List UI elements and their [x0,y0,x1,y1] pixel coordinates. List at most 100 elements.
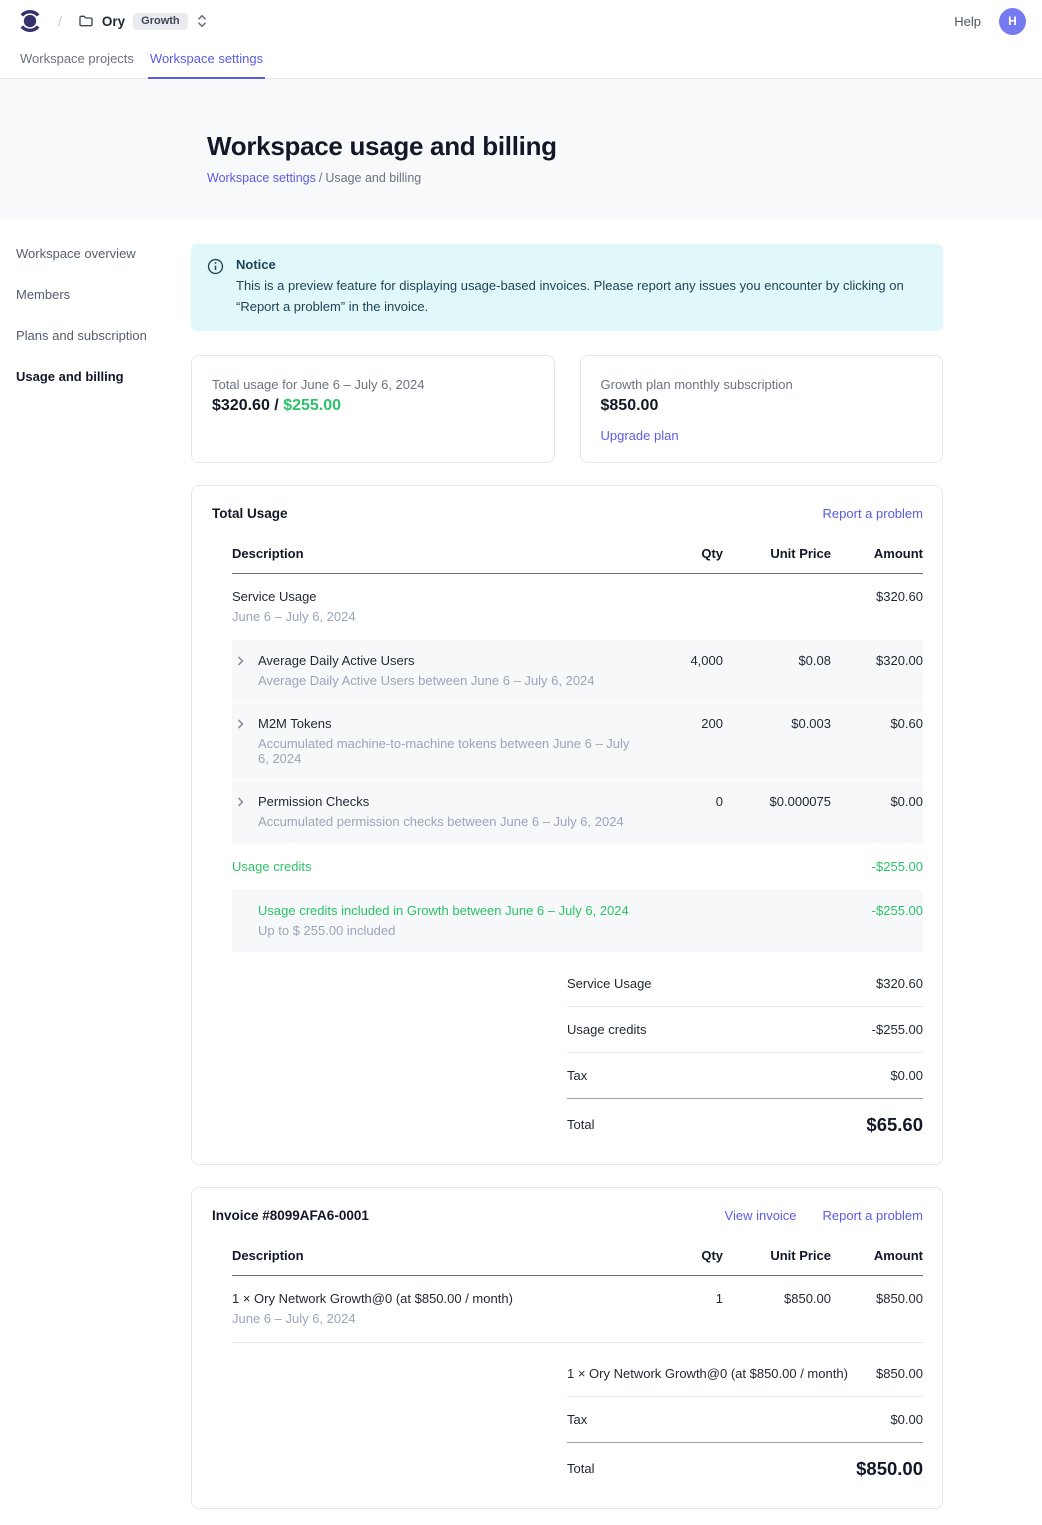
col-description: Description [232,545,304,561]
summary-label: 1 × Ory Network Growth@0 (at $850.00 / m… [567,1365,848,1381]
usage-credit-amount: $255.00 [283,396,342,414]
row-unit-price: $850.00 [784,1290,831,1306]
upgrade-plan-link[interactable]: Upgrade plan [600,427,679,443]
usage-report-problem-link[interactable]: Report a problem [822,505,923,521]
billing-summary-cards: Total usage for June 6 – July 6, 2024 $3… [191,354,943,463]
expand-chevron-icon[interactable] [232,653,258,667]
tab-workspace-settings[interactable]: Workspace settings [147,42,266,79]
usage-panel-title: Total Usage [212,505,288,521]
usage-summary: Service Usage $320.60 Usage credits -$25… [567,961,923,1140]
summary-label: Tax [567,1411,588,1427]
summary-value: $850.00 [876,1365,923,1381]
summary-row-tax: Tax $0.00 [567,1397,923,1443]
workspace-switcher[interactable]: Ory Growth [78,12,208,30]
total-usage-card-value: $320.60 / $255.00 [212,397,534,415]
summary-label: Service Usage [567,975,652,991]
col-amount: Amount [873,545,923,561]
breadcrumb-link-workspace-settings[interactable]: Workspace settings [207,171,316,185]
main-content: Notice This is a preview feature for dis… [191,219,943,1525]
summary-value: -$255.00 [871,1021,923,1037]
row-unit-price: $0.08 [798,652,831,668]
row-qty: 0 [715,793,723,809]
page-header: Workspace usage and billing Workspace se… [0,79,1042,219]
col-unit-price: Unit Price [770,1247,831,1263]
row-amount: -$255.00 [871,902,923,918]
expand-chevron-icon[interactable] [232,794,258,808]
row-subtitle: June 6 – July 6, 2024 [232,608,356,624]
summary-value: $0.00 [890,1411,923,1427]
ory-logo-icon [20,10,40,32]
workspace-tabs: Workspace projects Workspace settings [0,42,1042,79]
summary-row-subscription: 1 × Ory Network Growth@0 (at $850.00 / m… [567,1351,923,1397]
summary-value: $320.60 [876,975,923,991]
total-usage-card-label: Total usage for June 6 – July 6, 2024 [212,376,425,392]
row-subtitle: June 6 – July 6, 2024 [232,1310,356,1326]
row-title: Average Daily Active Users [258,652,415,668]
row-amount: $0.00 [890,793,923,809]
user-avatar[interactable]: H [999,7,1026,35]
row-title: 1 × Ory Network Growth@0 (at $850.00 / m… [232,1290,513,1306]
usage-total-row: Total $65.60 [567,1099,923,1140]
breadcrumb-slash: / [318,171,323,185]
breadcrumb: Workspace settings / Usage and billing [207,171,1026,185]
table-row-average-daily-active-users: Average Daily Active Users Average Daily… [232,639,923,703]
invoice-panel: Invoice #8099AFA6-0001 View invoice Repo… [191,1186,943,1509]
summary-row-tax: Tax $0.00 [567,1053,923,1099]
row-qty: 1 [715,1290,723,1306]
row-subtitle: Accumulated machine-to-machine tokens be… [258,735,630,766]
invoice-report-problem-link[interactable]: Report a problem [822,1207,923,1223]
sidebar-item-plans-and-subscription[interactable]: Plans and subscription [16,328,147,343]
expand-chevron-icon[interactable] [232,716,258,730]
table-row-m2m-tokens: M2M Tokens Accumulated machine-to-machin… [232,702,923,781]
total-value: $850.00 [856,1457,923,1479]
summary-value: $0.00 [890,1067,923,1083]
row-title: M2M Tokens [258,715,332,731]
row-title: Service Usage [232,588,317,604]
usage-table-header: Description Qty Unit Price Amount [232,537,923,574]
table-row-service-usage: Service Usage June 6 – July 6, 2024 $320… [232,573,923,640]
tab-workspace-projects[interactable]: Workspace projects [18,42,136,79]
sidebar-item-members[interactable]: Members [16,287,71,302]
summary-row-usage-credits: Usage credits -$255.00 [567,1007,923,1053]
help-link[interactable]: Help [954,13,981,29]
row-title: Usage credits included in Growth between… [258,902,629,918]
plan-subscription-card: Growth plan monthly subscription $850.00… [579,354,943,463]
view-invoice-link[interactable]: View invoice [724,1207,797,1223]
sidebar-item-usage-and-billing[interactable]: Usage and billing [16,369,124,384]
settings-sidebar: Workspace overview Members Plans and sub… [0,219,191,410]
col-description: Description [232,1247,304,1263]
row-qty: 200 [701,715,723,731]
row-amount: $320.60 [876,588,923,604]
preview-notice: Notice This is a preview feature for dis… [191,244,943,331]
total-label: Total [567,1461,595,1477]
row-unit-price: $0.000075 [769,793,831,809]
top-bar: / Ory Growth Help H [0,0,1042,42]
row-subtitle: Up to $ 255.00 included [258,922,396,938]
col-qty: Qty [701,1247,723,1263]
invoice-table: Description Qty Unit Price Amount 1 × Or… [232,1239,923,1484]
row-title: Permission Checks [258,793,370,809]
ory-logo[interactable] [18,7,42,35]
row-amount: $320.00 [876,652,923,668]
info-icon [207,258,224,275]
usage-amount: $320.60 [212,396,270,414]
row-subtitle: Average Daily Active Users between June … [258,672,595,688]
table-row-permission-checks: Permission Checks Accumulated permission… [232,780,923,844]
total-label: Total [567,1117,595,1133]
table-row-subscription-line: 1 × Ory Network Growth@0 (at $850.00 / m… [232,1275,923,1343]
invoice-panel-title: Invoice #8099AFA6-0001 [212,1207,369,1223]
table-row-usage-credits: Usage credits -$255.00 [232,843,923,890]
sidebar-item-workspace-overview[interactable]: Workspace overview [16,246,136,261]
workspace-name: Ory [101,13,126,29]
row-qty: 4,000 [690,652,723,668]
total-value: $65.60 [866,1113,923,1135]
row-subtitle: Accumulated permission checks between Ju… [258,813,624,829]
row-unit-price: $0.003 [791,715,831,731]
page-title: Workspace usage and billing [207,131,557,161]
unfold-chevrons-icon [197,14,206,28]
row-title: Usage credits [232,858,312,874]
summary-label: Usage credits [567,1021,647,1037]
invoice-total-row: Total $850.00 [567,1443,923,1484]
row-amount: $850.00 [876,1290,923,1306]
col-amount: Amount [873,1247,923,1263]
